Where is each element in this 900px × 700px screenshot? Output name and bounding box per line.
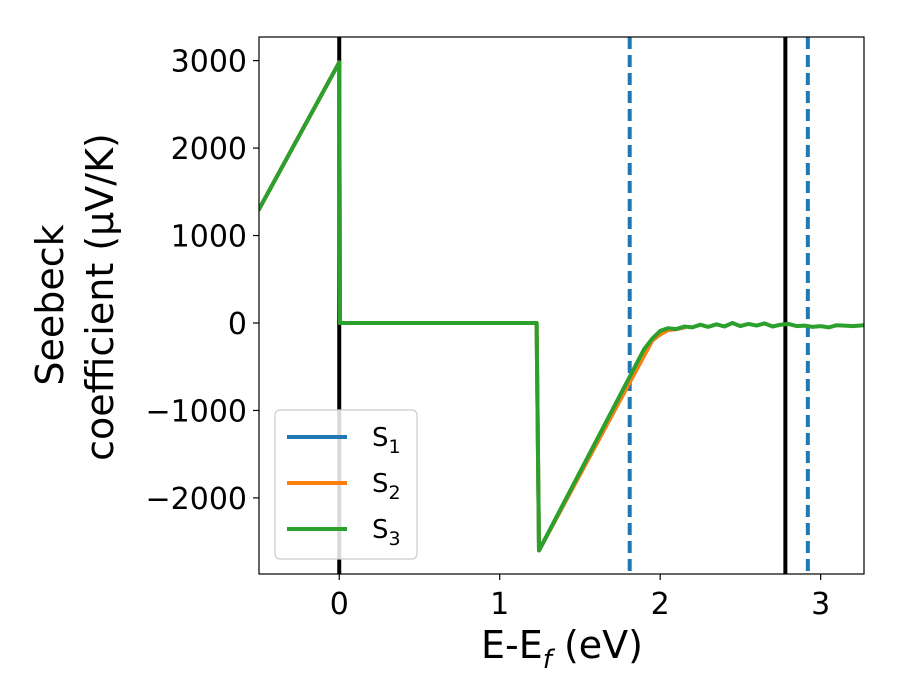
y-tick-label: 1000: [171, 220, 247, 255]
y-tick-label: 3000: [171, 45, 247, 80]
plot-frame: [258, 36, 865, 575]
y-tick-label: 2000: [171, 132, 247, 167]
x-tick-label: 0: [330, 587, 349, 622]
y-axis-ticks: −2000 −1000 0 1000 2000 3000: [146, 45, 259, 517]
x-tick-label: 2: [651, 587, 670, 622]
legend-label-2: S2: [372, 469, 401, 504]
x-axis-ticks: 0 1 2 3: [330, 574, 830, 622]
legend: S1 S2 S3: [274, 409, 418, 560]
x-tick-label: 1: [490, 587, 509, 622]
x-tick-label: 3: [811, 587, 830, 622]
data-series: [259, 60, 864, 553]
y-axis-label: Seebeck coefficient (μV/K): [28, 133, 122, 461]
y-tick-label: −2000: [146, 482, 247, 517]
y-tick-label: 0: [228, 307, 247, 342]
legend-label-1: S1: [372, 423, 401, 458]
x-axis-label: E-Ef (eV): [481, 623, 643, 675]
y-axis-label-line1: Seebeck: [28, 224, 72, 385]
y-tick-label: −1000: [146, 394, 247, 429]
y-axis-label-line2: coefficient (μV/K): [78, 133, 122, 461]
legend-label-3: S3: [372, 515, 401, 550]
series-line-3: [259, 60, 864, 553]
